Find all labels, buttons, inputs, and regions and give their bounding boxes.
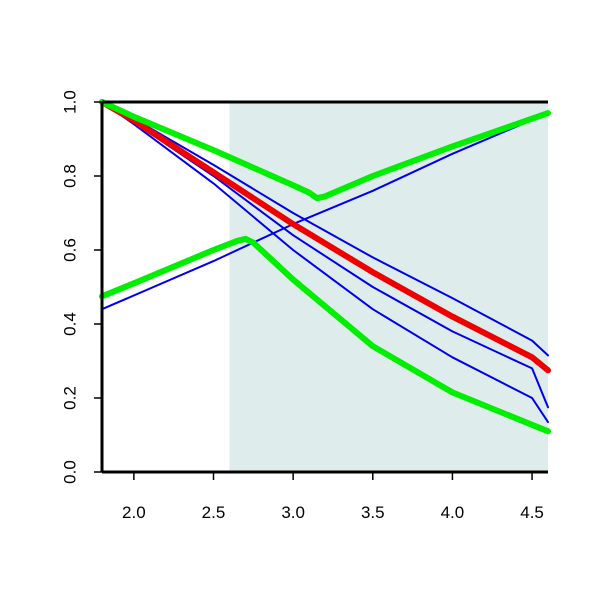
series-line-3 bbox=[101, 101, 549, 424]
axes-layer bbox=[100, 100, 548, 474]
y-tick-label: 0.6 bbox=[61, 238, 80, 262]
x-tick-label: 3.5 bbox=[361, 503, 385, 522]
y-tick-label: 0.0 bbox=[61, 460, 80, 484]
series-line-6 bbox=[99, 99, 551, 202]
y-tick-label: 0.8 bbox=[61, 164, 80, 188]
x-tick-label: 3.0 bbox=[281, 503, 305, 522]
y-tick-label: 1.0 bbox=[61, 90, 80, 114]
y-tick-label: 0.4 bbox=[61, 312, 80, 336]
ticks-layer: 2.0 2.5 3.0 3.5 4.0 4.5 0.0 0.2 0.4 0.6 0.8 1.0 bbox=[61, 90, 544, 522]
x-tick-label: 4.0 bbox=[441, 503, 465, 522]
series-line-4 bbox=[101, 112, 549, 311]
series-line-5 bbox=[99, 99, 551, 374]
shaded-region bbox=[229, 102, 548, 472]
series-layer bbox=[99, 99, 551, 435]
x-tick-label: 2.5 bbox=[202, 503, 226, 522]
y-tick-label: 0.2 bbox=[61, 386, 80, 410]
x-tick-label: 4.5 bbox=[520, 503, 544, 522]
x-tick-label: 2.0 bbox=[122, 503, 146, 522]
series-line-7 bbox=[99, 235, 551, 435]
